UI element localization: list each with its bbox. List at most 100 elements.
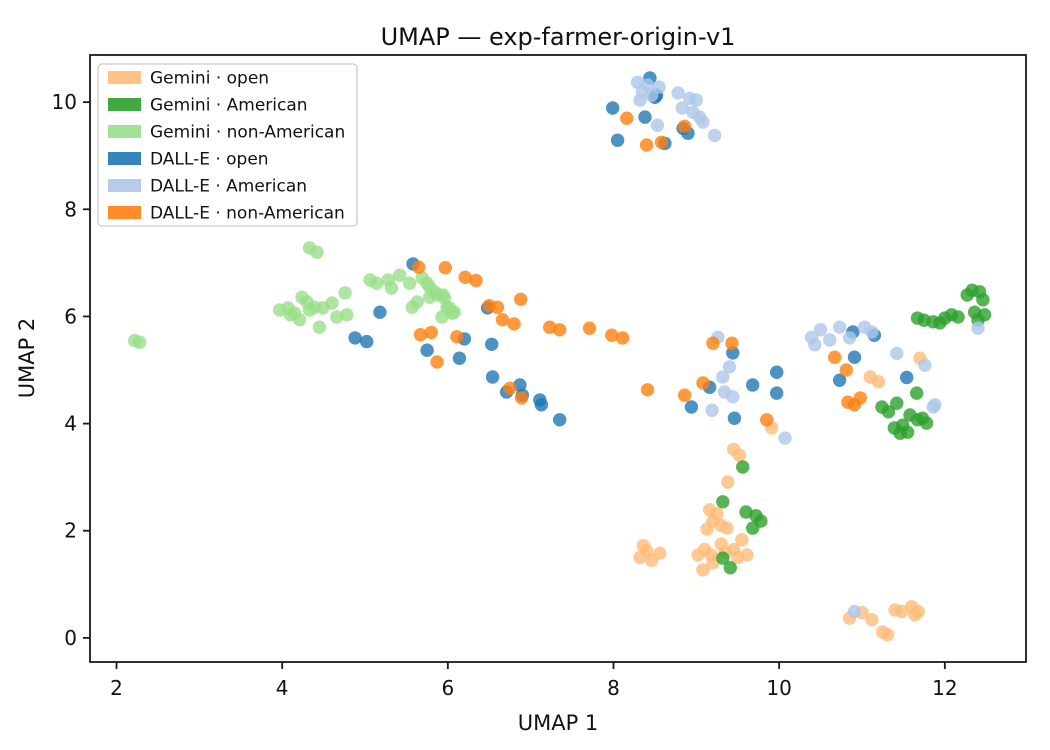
scatter-point [424, 325, 438, 340]
scatter-point [447, 305, 462, 319]
x-tick-label: 12 [932, 676, 957, 700]
scatter-point [534, 398, 549, 412]
scatter-point [722, 360, 737, 374]
scatter-point [405, 300, 419, 314]
scatter-point [890, 396, 904, 410]
scatter-point [847, 350, 862, 364]
scatter-point [639, 138, 654, 152]
scatter-point [640, 383, 655, 397]
scatter-point [420, 343, 434, 357]
legend-label: DALL-E · American [150, 177, 307, 197]
scatter-point [312, 320, 327, 334]
legend-label: Gemini · American [150, 96, 308, 116]
scatter-point [895, 604, 909, 619]
scatter-point [919, 416, 934, 430]
scatter-point [971, 321, 985, 335]
x-tick-label: 4 [276, 676, 289, 700]
x-tick-label: 2 [110, 676, 123, 700]
scatter-point [413, 328, 428, 342]
scatter-point [678, 388, 692, 402]
scatter-point [689, 93, 703, 107]
scatter-point [696, 115, 710, 129]
scatter-point [514, 292, 528, 306]
x-tick-label: 10 [766, 676, 791, 700]
scatter-point [976, 293, 990, 307]
axis-ticks: 2 4 6 8 10 12 0 2 4 6 8 10 [52, 90, 958, 700]
scatter-point [951, 310, 965, 324]
scatter-point [736, 460, 750, 474]
scatter-point [770, 386, 784, 400]
y-tick-label: 4 [64, 412, 77, 436]
scatter-point [740, 548, 754, 562]
scatter-point [452, 351, 467, 365]
legend-item-gemini-open: Gemini · open [108, 69, 269, 89]
scatter-point [705, 403, 719, 417]
legend-swatch [108, 152, 141, 165]
scatter-point [495, 313, 510, 327]
scatter-point [720, 521, 734, 535]
scatter-point [403, 276, 417, 290]
scatter-point [450, 330, 464, 344]
chart-title: UMAP — exp-farmer-origin-v1 [381, 23, 736, 51]
scatter-point [373, 305, 387, 319]
scatter-point [832, 373, 847, 387]
y-axis-label: UMAP 2 [15, 318, 39, 399]
scatter-point [606, 101, 620, 115]
scatter-point [384, 281, 399, 295]
legend-item-dall-e-non-american: DALL-E · non-American [108, 204, 345, 224]
scatter-point [732, 448, 747, 462]
scatter-point [582, 321, 597, 335]
scatter-point [700, 522, 714, 536]
scatter-point [610, 133, 625, 147]
scatter-point [832, 320, 847, 334]
scatter-point [650, 118, 665, 132]
scatter-point [678, 119, 692, 133]
scatter-point [485, 370, 500, 384]
scatter-points [128, 71, 992, 642]
scatter-point [823, 333, 837, 347]
scatter-point [760, 413, 774, 427]
scatter-point [746, 378, 760, 392]
scatter-point [553, 413, 567, 427]
legend-swatch [108, 98, 141, 111]
scatter-point [881, 405, 896, 419]
scatter-point [325, 296, 339, 310]
scatter-point [412, 260, 426, 274]
legend-swatch [108, 179, 141, 192]
scatter-point [292, 313, 307, 327]
scatter-point [770, 365, 784, 379]
scatter-point [696, 376, 710, 390]
series-dall-e-non-american [412, 111, 867, 427]
legend-label: DALL-E · non-American [150, 204, 345, 224]
scatter-point [706, 556, 720, 570]
legend-label: DALL-E · open [150, 150, 269, 170]
scatter-point [633, 93, 647, 107]
legend-item-gemini-american: Gemini · American [108, 96, 308, 116]
scatter-point [813, 323, 828, 337]
scatter-point [638, 110, 652, 124]
scatter-point [890, 346, 904, 361]
y-tick-label: 8 [64, 197, 77, 221]
legend-label: Gemini · non-American [150, 123, 345, 143]
scatter-point [438, 261, 452, 275]
scatter-point [723, 561, 737, 575]
scatter-point [469, 273, 483, 288]
scatter-point [716, 551, 730, 565]
legend-item-dall-e-open: DALL-E · open [108, 150, 269, 170]
scatter-point [716, 370, 730, 384]
scatter-point [778, 431, 792, 445]
series-gemini-open [633, 351, 927, 642]
scatter-point [871, 375, 886, 389]
scatter-point [865, 613, 879, 627]
scatter-point [926, 400, 940, 414]
scatter-point [735, 533, 749, 547]
scatter-point [133, 335, 147, 349]
legend-box [97, 63, 358, 227]
scatter-point [847, 604, 862, 619]
scatter-point [839, 363, 853, 377]
scatter-point [310, 245, 324, 259]
scatter-point [727, 411, 742, 425]
legend-item-gemini-non-american: Gemini · non-American [108, 123, 345, 143]
scatter-point [828, 350, 842, 364]
scatter-point [369, 276, 384, 290]
